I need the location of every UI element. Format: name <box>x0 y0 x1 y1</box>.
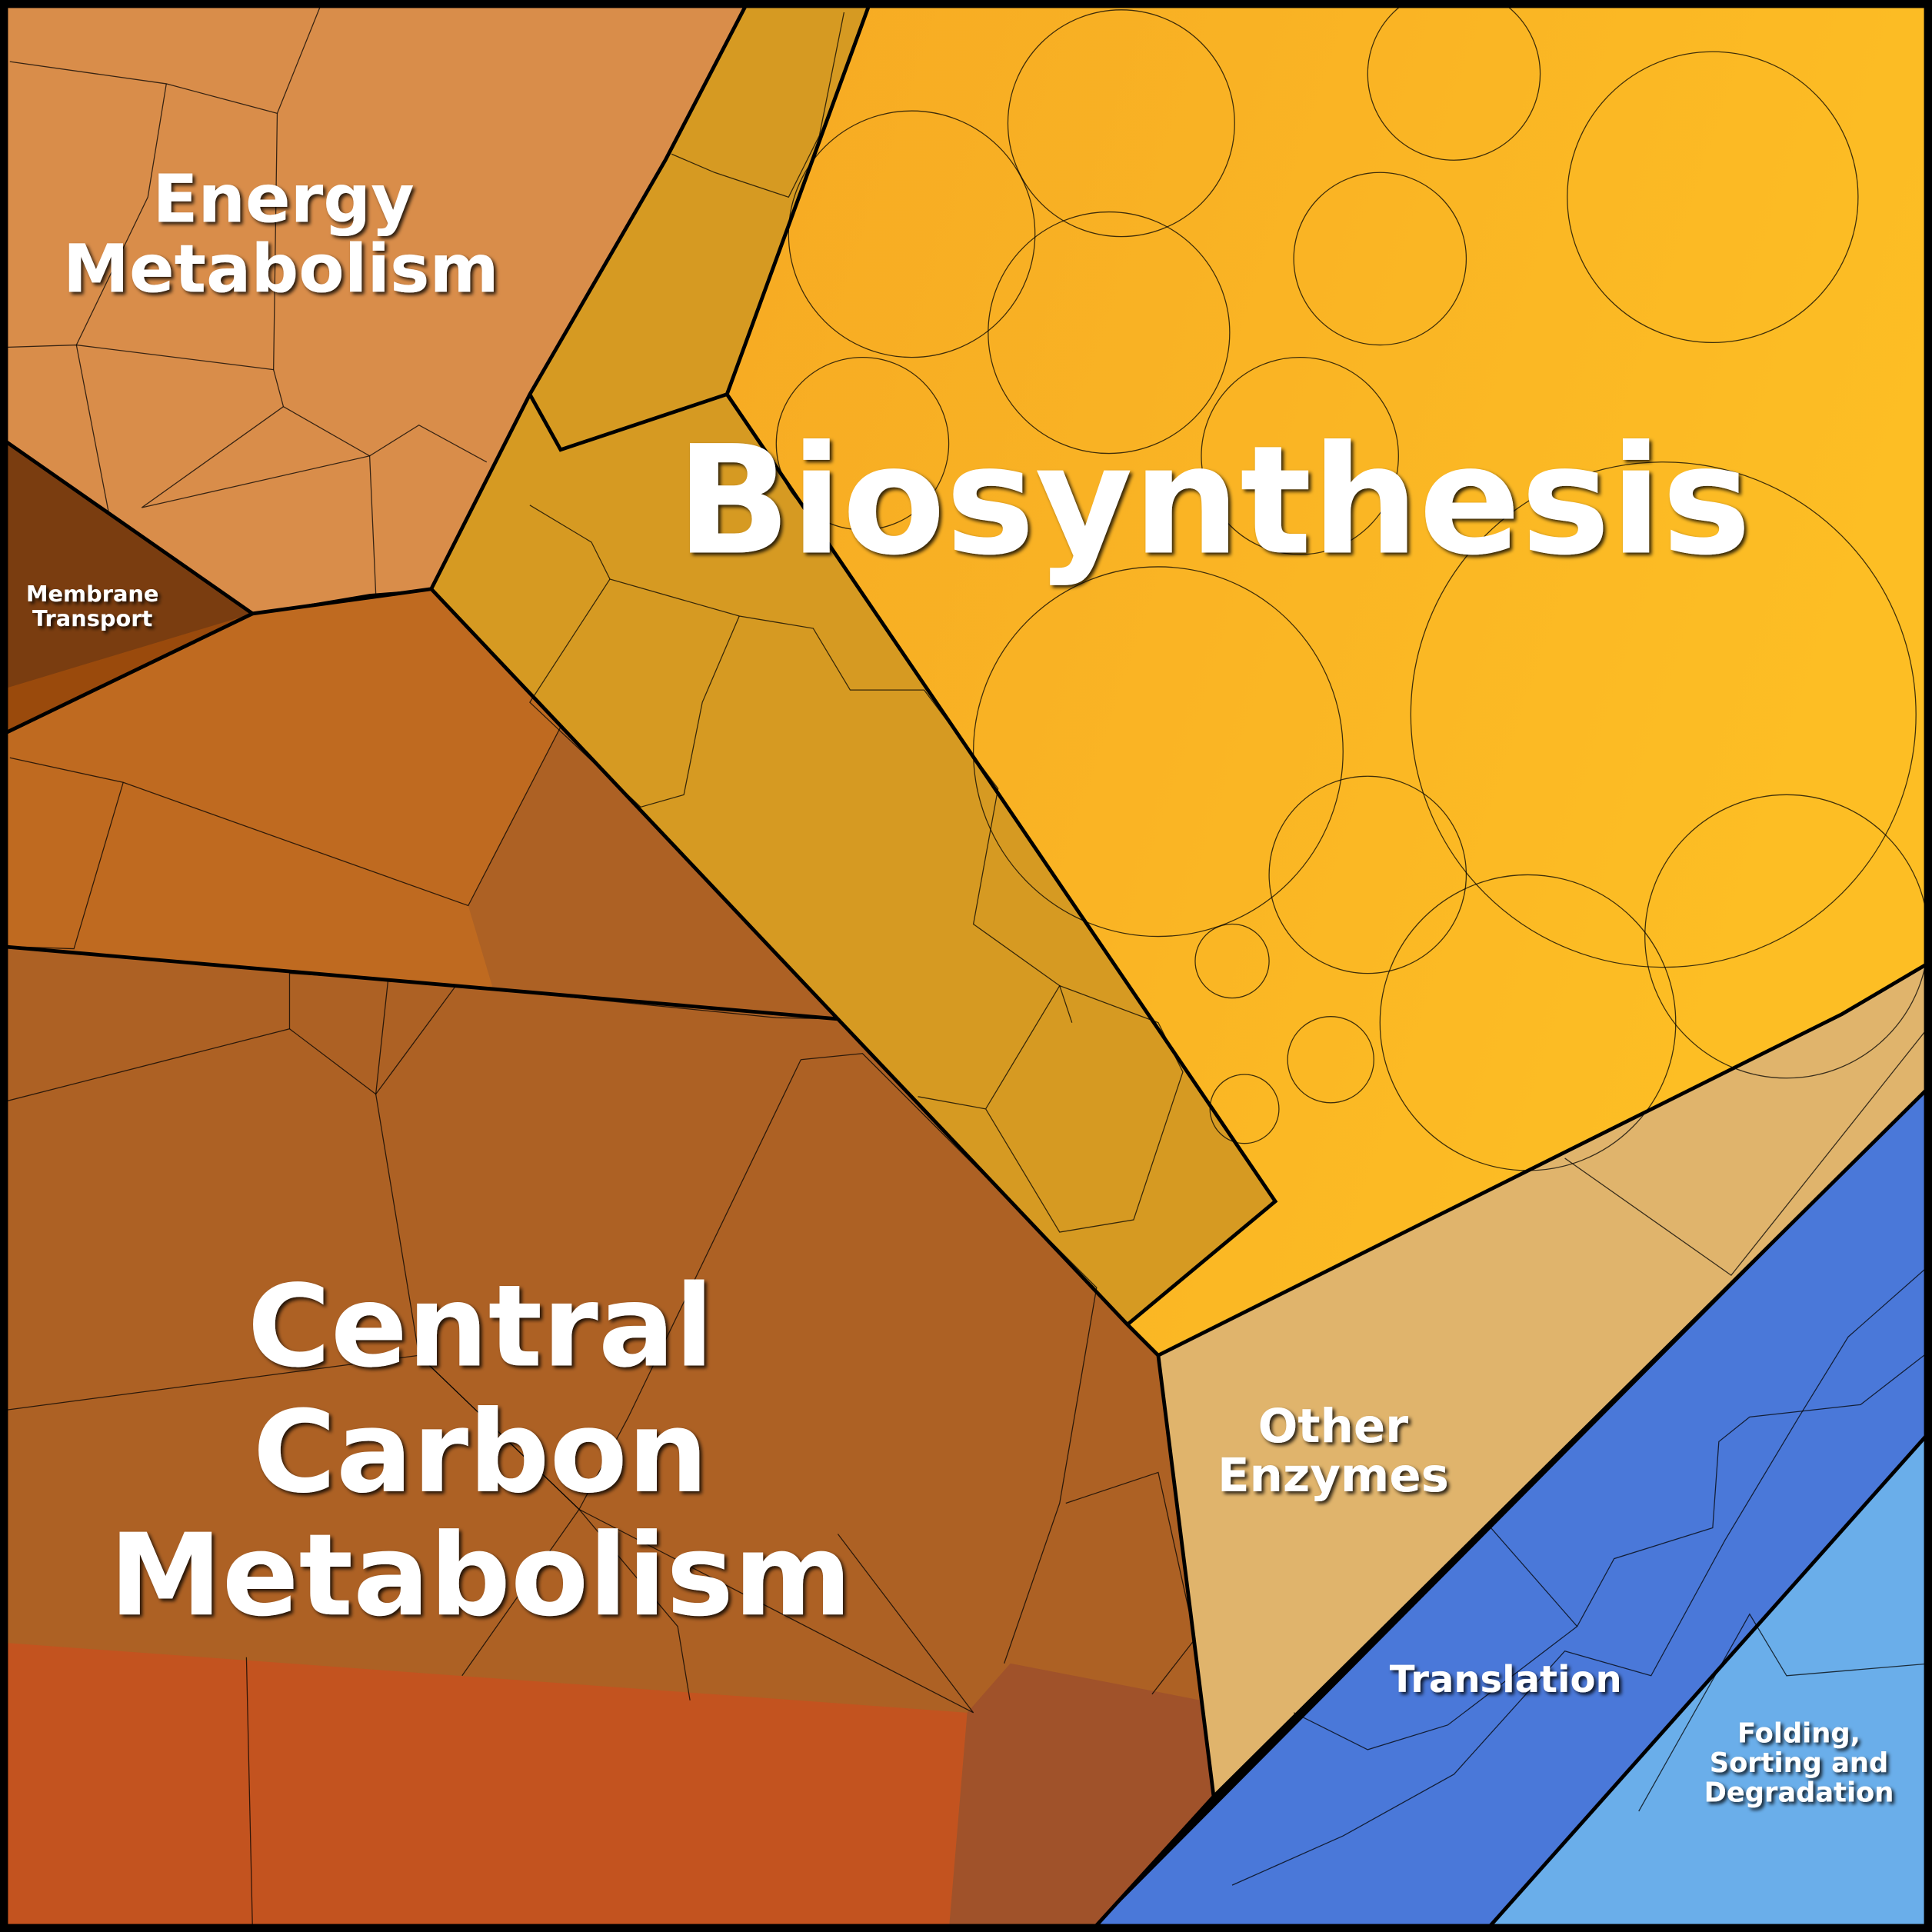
border <box>1157 959 1932 1357</box>
cell <box>1268 775 1467 974</box>
labels: Energy Metabolism Membrane Transport Bio… <box>26 161 1894 1808</box>
cell <box>1007 9 1235 238</box>
translation-region <box>1090 1084 1932 1932</box>
border <box>1483 1427 1932 1932</box>
energy-region <box>0 0 746 614</box>
cell <box>1201 356 1399 555</box>
cell-line <box>461 1508 974 1714</box>
cell-line <box>801 1053 1098 1664</box>
region-label: Transport <box>32 605 153 631</box>
cell <box>1367 0 1541 161</box>
border <box>0 944 838 1021</box>
cell <box>788 110 1036 358</box>
region-label: Biosynthesis <box>676 415 1751 589</box>
cell-line <box>245 1657 254 1932</box>
border <box>0 611 254 738</box>
cell-line <box>529 578 740 808</box>
cell-line <box>1638 1613 1932 1812</box>
region-label: Membrane <box>26 581 159 607</box>
region-label: Translation <box>1390 1658 1622 1701</box>
region-label: Other <box>1258 1399 1408 1454</box>
cell <box>1194 923 1270 999</box>
border <box>0 5 748 616</box>
central-carbon-sub <box>0 1642 968 1932</box>
cell-line <box>9 5 321 115</box>
region-label: Sorting and <box>1710 1747 1889 1779</box>
biosynthesis-sub <box>431 6 1276 1325</box>
border <box>724 5 1278 1327</box>
region-label: Metabolism <box>63 232 499 308</box>
region-label: Central <box>248 1261 714 1393</box>
border <box>429 588 1216 1932</box>
region-label: Energy <box>152 161 414 238</box>
cell-line <box>141 406 377 595</box>
cell-line <box>529 505 1073 1023</box>
region-label: Metabolism <box>109 1509 852 1641</box>
cell-line <box>0 344 274 371</box>
biosynthesis-region <box>431 0 1932 1356</box>
cell-line <box>1231 1262 1932 1886</box>
cell <box>1410 461 1917 968</box>
border <box>528 392 728 452</box>
cell <box>1287 1016 1374 1104</box>
region-label: Degradation <box>1704 1777 1894 1809</box>
region-label: Folding, <box>1737 1718 1860 1750</box>
region-label: Enzymes <box>1217 1448 1449 1503</box>
cell-line <box>1065 1471 1196 1695</box>
region-label: Carbon <box>253 1386 708 1518</box>
cell <box>972 566 1344 938</box>
cell-line <box>1564 1022 1932 1276</box>
cell-line <box>918 984 1184 1233</box>
cell <box>1209 1074 1280 1144</box>
cell <box>1567 51 1859 344</box>
cell <box>988 211 1231 455</box>
membrane-region <box>0 437 253 736</box>
other-enzymes-region <box>1158 961 1932 1797</box>
cell-line <box>0 984 838 1104</box>
central-carbon-sub2 <box>948 1663 1214 1932</box>
cell-line <box>1293 1348 1932 1750</box>
cell-line <box>273 113 488 463</box>
border <box>1212 1083 1932 1798</box>
cell-line <box>75 83 167 511</box>
cell-line <box>671 12 845 198</box>
cell <box>775 356 950 531</box>
cell-line <box>1490 1527 1578 1627</box>
cell <box>1293 172 1467 346</box>
cell-line <box>9 726 561 907</box>
